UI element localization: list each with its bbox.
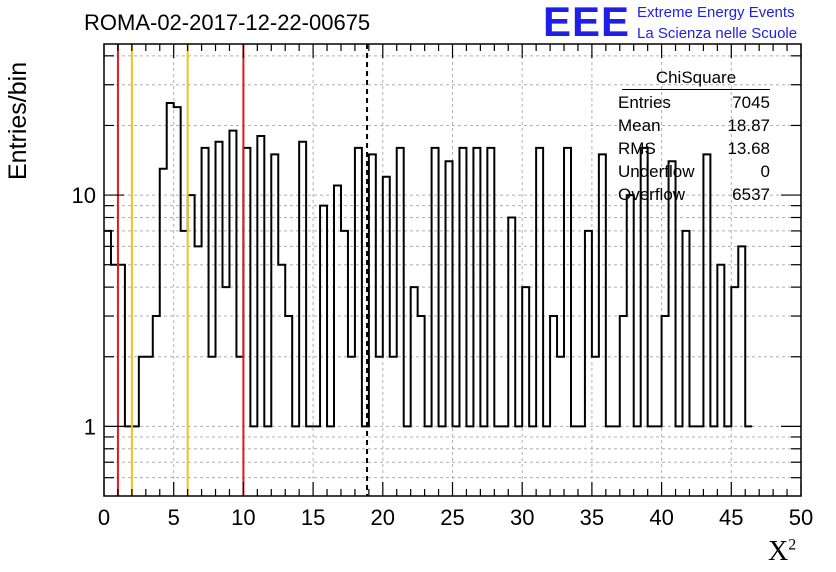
x-tick-label: 15 <box>301 505 325 530</box>
x-tick-label: 30 <box>510 505 534 530</box>
y-tick-label: 1 <box>84 414 96 439</box>
stats-label: RMS <box>618 139 656 158</box>
x-tick-label: 35 <box>580 505 604 530</box>
stats-value: 18.87 <box>727 116 770 135</box>
x-axis-label-superscript: 2 <box>788 536 797 554</box>
histogram-series <box>104 102 753 428</box>
eee-logo: EEE <box>543 0 631 45</box>
x-tick-label: 25 <box>440 505 464 530</box>
stats-row-mean: Mean 18.87 <box>612 114 778 137</box>
stats-label: Underflow <box>618 162 695 181</box>
stats-label: Mean <box>618 116 661 135</box>
stats-row-rms: RMS 13.68 <box>612 137 778 160</box>
stats-box: ChiSquare Entries 7045 Mean 18.87 RMS 13.68… <box>612 66 778 206</box>
stats-row-entries: Entries 7045 <box>612 91 778 114</box>
x-tick-label: 45 <box>719 505 743 530</box>
logo-line-1: Extreme Energy Events <box>637 4 795 21</box>
stats-value: 6537 <box>732 185 770 204</box>
stats-value: 13.68 <box>727 139 770 158</box>
y-tick-label: 10 <box>72 183 96 208</box>
page-title: ROMA-02-2017-12-22-00675 <box>84 10 371 35</box>
stats-row-underflow: Underflow 0 <box>612 160 778 183</box>
x-tick-label: 5 <box>168 505 180 530</box>
stats-label: Overflow <box>618 185 686 204</box>
stats-value: 7045 <box>732 93 770 112</box>
stats-value: 0 <box>760 162 770 181</box>
x-axis-label-text: X <box>768 536 789 567</box>
logo-line-2: La Scienza nelle Scuole <box>637 25 798 42</box>
x-tick-label: 0 <box>98 505 110 530</box>
x-tick-label: 10 <box>231 505 255 530</box>
y-axis-label: Entries/bin <box>4 61 32 180</box>
x-tick-label: 40 <box>649 505 673 530</box>
x-axis-label: X2 <box>768 536 796 568</box>
stats-row-overflow: Overflow 6537 <box>612 183 778 206</box>
x-tick-label: 50 <box>789 505 813 530</box>
stats-label: Entries <box>618 93 671 112</box>
stats-title: ChiSquare <box>622 66 770 90</box>
x-tick-label: 20 <box>371 505 395 530</box>
